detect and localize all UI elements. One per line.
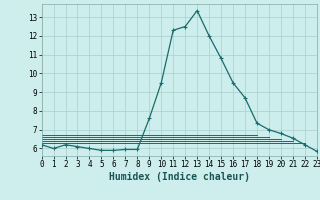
X-axis label: Humidex (Indice chaleur): Humidex (Indice chaleur) [109, 172, 250, 182]
